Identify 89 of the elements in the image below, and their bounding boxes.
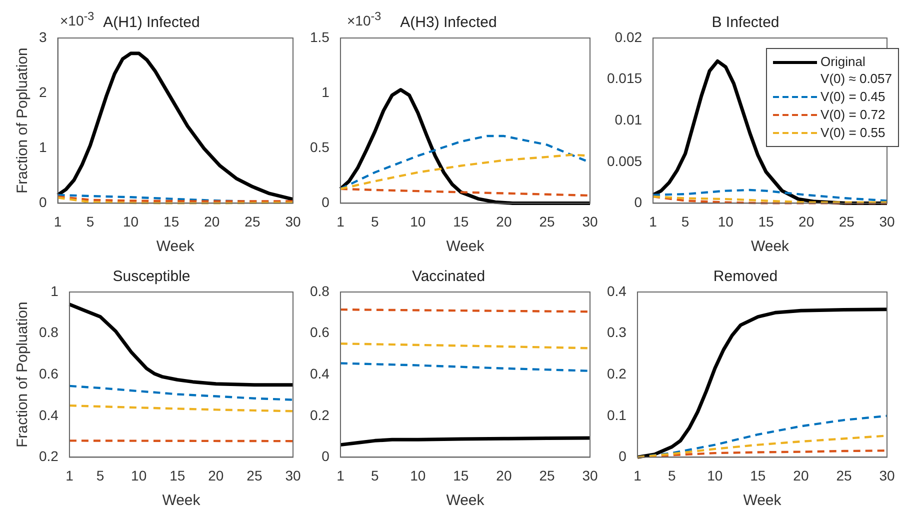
x-axis-title: Week bbox=[750, 238, 790, 256]
legend-label: V(0) = 0.45 bbox=[820, 88, 886, 105]
x-axis-title: Week bbox=[156, 238, 195, 256]
y-tick-label: 0.8 bbox=[310, 282, 330, 299]
x-tick-label: 10 bbox=[707, 467, 723, 484]
x-tick-label: 25 bbox=[836, 467, 852, 484]
y-tick-label: 0 bbox=[618, 448, 627, 464]
chart-title: B Infected bbox=[712, 14, 780, 32]
x-tick-label: 10 bbox=[410, 467, 426, 484]
x-tick-label: 30 bbox=[285, 467, 301, 484]
y-tick-label: 0 bbox=[322, 194, 330, 210]
x-tick-label: 1 bbox=[649, 213, 658, 230]
x-tick-label: 20 bbox=[793, 467, 809, 484]
x-tick-label: 20 bbox=[496, 467, 512, 484]
y-tick-label: 0 bbox=[38, 194, 47, 210]
chart-title: Vaccinated bbox=[412, 268, 486, 286]
y-tick-label: 0.3 bbox=[606, 324, 627, 340]
x-tick-label: 5 bbox=[668, 467, 676, 484]
x-tick-label: 25 bbox=[244, 213, 260, 230]
y-tick-label: 0 bbox=[322, 448, 330, 464]
x-tick-label: 25 bbox=[539, 467, 555, 484]
x-tick-label: 30 bbox=[582, 467, 598, 484]
x-tick-label: 10 bbox=[122, 213, 139, 230]
y-tick-label: 0.2 bbox=[38, 448, 59, 464]
y-tick-label: 0.015 bbox=[606, 70, 642, 86]
x-tick-label: 15 bbox=[453, 467, 469, 484]
text: ×10$^{-3}$ bbox=[347, 10, 382, 29]
y-tick-label: 0.4 bbox=[38, 406, 59, 423]
x-tick-label: 20 bbox=[798, 213, 814, 230]
x-tick-label: 15 bbox=[170, 467, 186, 484]
x-tick-label: 25 bbox=[539, 213, 555, 230]
y-tick-label: 3 bbox=[38, 28, 47, 45]
y-axis-title: Fraction of Popluation bbox=[14, 48, 32, 194]
x-tick-label: 30 bbox=[582, 213, 598, 230]
x-tick-label: 25 bbox=[246, 467, 262, 484]
x-tick-label: 10 bbox=[131, 467, 147, 484]
chart-title: Removed bbox=[713, 268, 778, 286]
x-axis-title: Week bbox=[162, 492, 201, 510]
x-tick-label: 5 bbox=[681, 213, 690, 230]
x-tick-label: 5 bbox=[370, 213, 379, 230]
y-tick-label: 0.8 bbox=[38, 324, 59, 340]
text: ×10$^{-3}$ bbox=[60, 10, 94, 29]
x-tick-label: 5 bbox=[86, 213, 94, 230]
line-series bbox=[68, 384, 294, 401]
y-tick-label: 0.2 bbox=[606, 365, 627, 382]
y-tick-label: 1 bbox=[322, 84, 330, 100]
y-tick-label: 0 bbox=[634, 194, 642, 210]
x-tick-label: 1 bbox=[66, 467, 74, 484]
x-tick-label: 15 bbox=[758, 213, 774, 230]
x-tick-label: 15 bbox=[750, 467, 766, 484]
y-tick-label: 0.02 bbox=[614, 28, 642, 45]
x-axis-title: Week bbox=[446, 492, 485, 510]
legend-label: Original V(0) ≈ 0.057 bbox=[820, 53, 892, 87]
x-tick-label: 10 bbox=[410, 213, 426, 230]
y-tick-label: 0.4 bbox=[606, 282, 627, 299]
chart-title: A(H3) Infected bbox=[400, 14, 497, 32]
legend-label: V(0) = 0.72 bbox=[820, 106, 886, 123]
x-tick-label: 1 bbox=[336, 467, 345, 484]
x-tick-label: 30 bbox=[879, 467, 895, 484]
chart-title: A(H1) Infected bbox=[103, 14, 200, 32]
x-tick-label: 30 bbox=[879, 213, 895, 230]
y-tick-label: 0.5 bbox=[310, 138, 330, 155]
legend-label: V(0) = 0.55 bbox=[820, 124, 886, 141]
y-tick-label: 2 bbox=[38, 84, 47, 100]
y-tick-label: 0.01 bbox=[614, 111, 642, 128]
y-tick-label: 0.6 bbox=[310, 324, 330, 340]
x-tick-label: 15 bbox=[453, 213, 469, 230]
y-tick-label: 0.4 bbox=[310, 365, 330, 382]
x-tick-label: 25 bbox=[838, 213, 855, 230]
x-axis-title: Week bbox=[446, 238, 485, 256]
x-tick-label: 5 bbox=[96, 467, 104, 484]
y-tick-label: 0.6 bbox=[38, 365, 59, 382]
y-tick-label: 0.1 bbox=[606, 406, 627, 423]
y-tick-label: 0.2 bbox=[310, 406, 330, 423]
x-tick-label: 15 bbox=[164, 213, 180, 230]
x-tick-label: 10 bbox=[718, 213, 734, 230]
y-tick-label: 1 bbox=[38, 138, 47, 155]
chart-title: Susceptible bbox=[112, 268, 190, 286]
y-axis-title: Fraction of Popluation bbox=[14, 302, 32, 448]
y-tick-label: 0.005 bbox=[606, 152, 642, 169]
x-tick-label: 5 bbox=[370, 467, 379, 484]
x-tick-label: 1 bbox=[336, 213, 345, 230]
y-tick-label: 1.5 bbox=[310, 28, 330, 45]
x-tick-label: 20 bbox=[204, 213, 220, 230]
x-tick-label: 30 bbox=[285, 213, 301, 230]
x-axis-title: Week bbox=[743, 492, 782, 510]
x-tick-label: 20 bbox=[496, 213, 512, 230]
x-tick-label: 20 bbox=[208, 467, 224, 484]
y-tick-label: 1 bbox=[50, 282, 59, 299]
